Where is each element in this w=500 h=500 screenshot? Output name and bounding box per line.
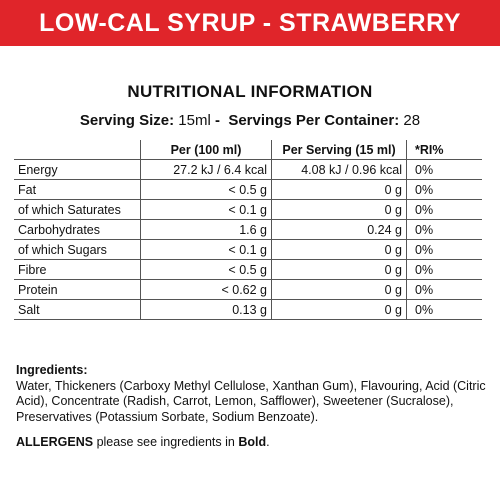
nutrient-name: Fat <box>14 179 141 200</box>
serving-size-value: 15ml <box>178 112 211 129</box>
servings-per-container-value: 28 <box>403 112 421 129</box>
servings-per-container-label: Servings Per Container: <box>228 112 400 129</box>
serving-size-label: Serving Size: <box>79 112 175 129</box>
ri-value: 0% <box>406 219 482 240</box>
per-serving-value: 4.08 kJ / 0.96 kcal <box>271 159 407 180</box>
serving-info: Serving Size: 15ml - Servings Per Contai… <box>0 112 500 129</box>
ingredients-text: Water, Thickeners (Carboxy Methyl Cellul… <box>16 378 486 424</box>
table-row: Energy 27.2 kJ / 6.4 kcal 4.08 kJ / 0.96… <box>14 159 482 180</box>
per-100ml-value: < 0.62 g <box>140 279 272 300</box>
table-row: Salt 0.13 g 0 g 0% <box>14 299 482 320</box>
per-100ml-value: 27.2 kJ / 6.4 kcal <box>140 159 272 180</box>
allergens-label: ALLERGENS <box>16 435 94 449</box>
per-serving-value: 0 g <box>271 299 407 320</box>
per-serving-value: 0 g <box>271 259 407 280</box>
nutrient-name: Salt <box>14 299 141 320</box>
table-row: Protein < 0.62 g 0 g 0% <box>14 279 482 300</box>
per-100ml-value: < 0.5 g <box>140 179 272 200</box>
ingredients-block: Ingredients: Water, Thickeners (Carboxy … <box>16 363 486 425</box>
nutrient-name: of which Saturates <box>14 199 141 220</box>
nutrition-table: Per (100 ml) Per Serving (15 ml) *RI% En… <box>14 140 482 320</box>
per-100ml-value: 0.13 g <box>140 299 272 320</box>
allergens-bold-word: Bold <box>238 435 267 449</box>
ri-value: 0% <box>406 239 482 260</box>
per-100ml-value: < 0.1 g <box>140 199 272 220</box>
table-header-row: Per (100 ml) Per Serving (15 ml) *RI% <box>14 140 482 160</box>
section-title: NUTRITIONAL INFORMATION <box>127 82 373 101</box>
per-serving-value: 0.24 g <box>271 219 407 240</box>
per-serving-value: 0 g <box>271 279 407 300</box>
serving-separator: - <box>210 112 225 129</box>
header-ri: *RI% <box>406 140 482 160</box>
ri-value: 0% <box>406 199 482 220</box>
nutrient-name: of which Sugars <box>14 239 141 260</box>
table-row: Carbohydrates 1.6 g 0.24 g 0% <box>14 219 482 240</box>
ri-value: 0% <box>406 179 482 200</box>
table-row: Fat < 0.5 g 0 g 0% <box>14 179 482 200</box>
header-nutrient <box>14 140 141 160</box>
ri-value: 0% <box>406 259 482 280</box>
nutrient-name: Carbohydrates <box>14 219 141 240</box>
per-serving-value: 0 g <box>271 179 407 200</box>
nutrient-name: Protein <box>14 279 141 300</box>
ri-value: 0% <box>406 159 482 180</box>
per-100ml-value: < 0.5 g <box>140 259 272 280</box>
ingredients-heading: Ingredients: <box>16 363 88 377</box>
header-per-serving: Per Serving (15 ml) <box>271 140 407 160</box>
ri-value: 0% <box>406 279 482 300</box>
allergens-note: ALLERGENS please see ingredients in Bold… <box>16 435 486 449</box>
table-row: of which Saturates < 0.1 g 0 g 0% <box>14 199 482 220</box>
nutrient-name: Energy <box>14 159 141 180</box>
table-row: of which Sugars < 0.1 g 0 g 0% <box>14 239 482 260</box>
per-100ml-value: < 0.1 g <box>140 239 272 260</box>
title-banner: LOW-CAL SYRUP - STRAWBERRY <box>0 0 500 46</box>
header-per-100ml: Per (100 ml) <box>140 140 272 160</box>
product-title: LOW-CAL SYRUP - STRAWBERRY <box>39 8 461 37</box>
allergens-text-before: please see ingredients in <box>93 435 239 449</box>
per-100ml-value: 1.6 g <box>140 219 272 240</box>
per-serving-value: 0 g <box>271 199 407 220</box>
table-row: Fibre < 0.5 g 0 g 0% <box>14 259 482 280</box>
nutrient-name: Fibre <box>14 259 141 280</box>
per-serving-value: 0 g <box>271 239 407 260</box>
allergens-text-after: . <box>266 435 270 449</box>
ri-value: 0% <box>406 299 482 320</box>
